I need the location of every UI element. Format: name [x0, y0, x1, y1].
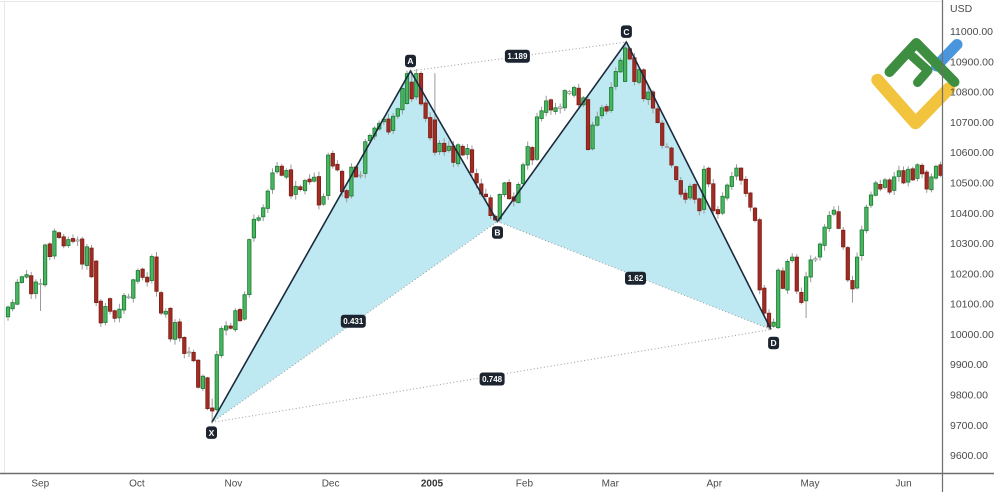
svg-text:Mar: Mar [602, 479, 620, 490]
svg-text:9800.00: 9800.00 [950, 390, 988, 402]
svg-text:Apr: Apr [707, 479, 723, 490]
svg-text:10200.00: 10200.00 [950, 268, 994, 280]
svg-text:Dec: Dec [322, 479, 340, 490]
svg-text:Oct: Oct [129, 479, 145, 490]
svg-text:9700.00: 9700.00 [950, 420, 988, 432]
svg-text:D: D [771, 338, 777, 348]
svg-text:May: May [801, 479, 820, 490]
svg-text:11000.00: 11000.00 [950, 26, 993, 38]
svg-text:10400.00: 10400.00 [950, 208, 994, 220]
svg-text:Jun: Jun [896, 479, 912, 490]
svg-text:10100.00: 10100.00 [950, 299, 994, 311]
svg-text:0.431: 0.431 [343, 317, 364, 326]
svg-text:1.189: 1.189 [507, 52, 528, 61]
svg-text:2005: 2005 [421, 479, 444, 490]
svg-text:A: A [407, 56, 413, 66]
svg-text:9600.00: 9600.00 [950, 450, 988, 462]
svg-text:10700.00: 10700.00 [950, 117, 994, 129]
svg-text:10800.00: 10800.00 [950, 87, 994, 99]
svg-text:0.748: 0.748 [482, 375, 503, 384]
svg-text:10600.00: 10600.00 [950, 147, 994, 159]
svg-text:C: C [623, 27, 629, 37]
svg-text:9900.00: 9900.00 [950, 359, 988, 371]
svg-text:Sep: Sep [31, 479, 49, 490]
svg-text:Nov: Nov [225, 479, 243, 490]
svg-text:10500.00: 10500.00 [950, 178, 994, 190]
svg-text:10300.00: 10300.00 [950, 238, 994, 250]
svg-text:USD: USD [950, 3, 973, 15]
svg-text:Feb: Feb [516, 479, 534, 490]
svg-text:B: B [494, 228, 500, 238]
svg-text:10000.00: 10000.00 [950, 329, 994, 341]
svg-text:1.62: 1.62 [628, 274, 644, 283]
svg-text:X: X [209, 428, 215, 438]
svg-text:10900.00: 10900.00 [950, 56, 994, 68]
